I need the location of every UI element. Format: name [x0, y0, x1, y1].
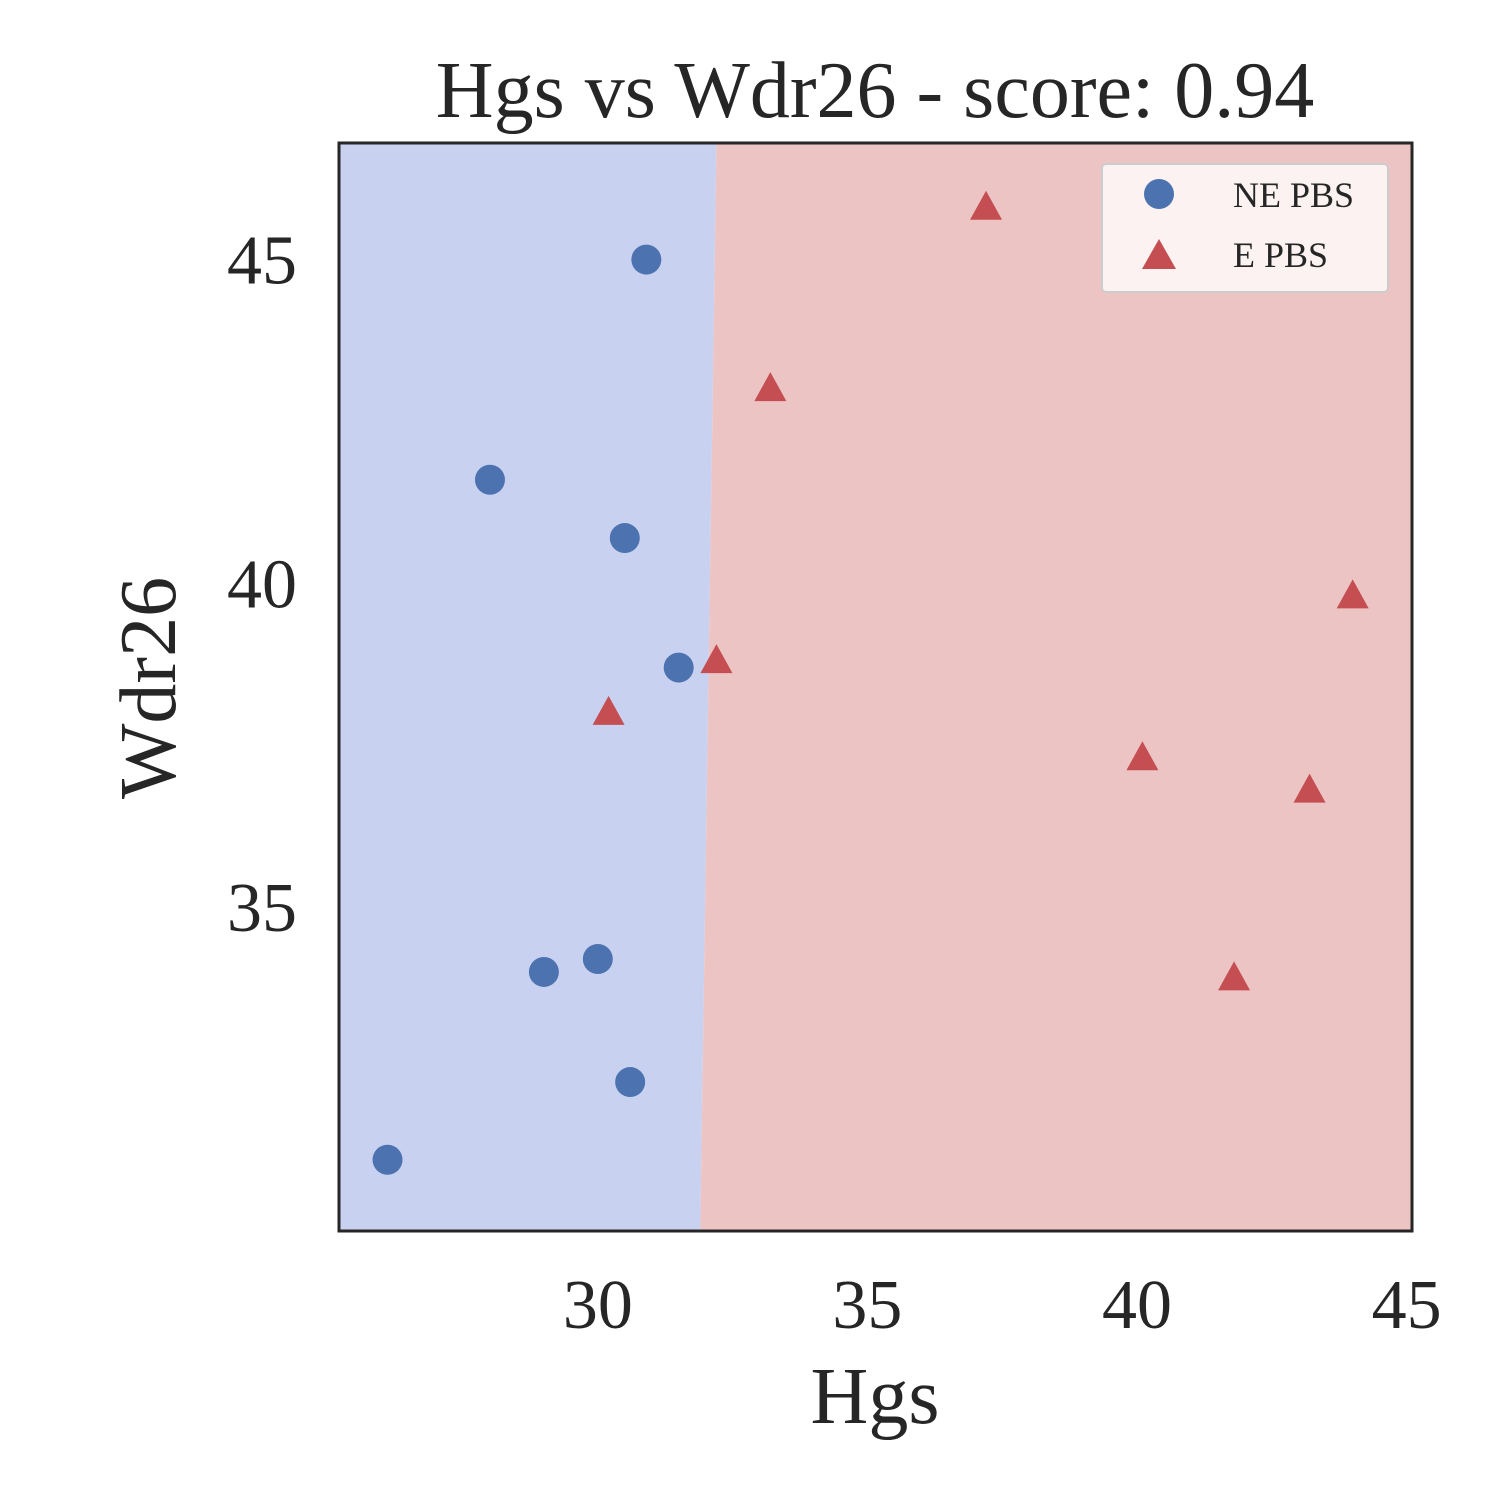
- e-pbs-point-2: [700, 644, 733, 674]
- e-pbs-point-6: [1293, 773, 1326, 803]
- x-tick-label-45: 45: [1372, 1267, 1442, 1344]
- e-pbs-point-7: [1218, 961, 1251, 991]
- x-tick-label-40: 40: [1102, 1267, 1172, 1344]
- e-pbs-point-3: [592, 695, 625, 725]
- chart-title: Hgs vs Wdr26 - score: 0.94: [436, 47, 1314, 135]
- x-tick-label-30: 30: [563, 1267, 633, 1344]
- ne-pbs-point-7: [372, 1144, 403, 1175]
- e-pbs-point-1: [754, 372, 787, 402]
- plot-frame: [337, 141, 1414, 1233]
- x-axis-label: Hgs: [811, 1353, 940, 1441]
- e-pbs-point-4: [1126, 741, 1159, 771]
- plot-area: [337, 141, 1414, 1233]
- ne-pbs-point-3: [663, 652, 694, 683]
- legend: NE PBS E PBS: [1101, 163, 1389, 293]
- e-pbs-point-0: [970, 190, 1003, 220]
- legend-label-e-pbs: E PBS: [1233, 235, 1328, 275]
- x-tick-label-35: 35: [832, 1267, 902, 1344]
- ne-pbs-point-4: [528, 956, 559, 987]
- data-points: [372, 190, 1369, 1175]
- legend-triangle-marker: [1142, 239, 1176, 269]
- ne-pbs-point-1: [474, 464, 505, 495]
- legend-label-ne-pbs: NE PBS: [1233, 175, 1354, 215]
- y-tick-label-45: 45: [227, 223, 297, 300]
- y-axis-label: Wdr26: [105, 577, 193, 799]
- y-tick-label-35: 35: [227, 870, 297, 947]
- y-tick-label-40: 40: [227, 546, 297, 623]
- ne-pbs-point-0: [631, 244, 662, 275]
- e-pbs-point-5: [1336, 579, 1369, 609]
- legend-circle-marker: [1144, 179, 1174, 209]
- ne-pbs-point-6: [615, 1067, 646, 1098]
- ne-pbs-point-5: [582, 944, 613, 974]
- y-axis-ticks: 35 40 45: [227, 223, 297, 948]
- x-axis-ticks: 30 35 40 45: [563, 1267, 1442, 1344]
- region-e-pbs: [700, 143, 1412, 1231]
- region-ne-pbs: [339, 143, 717, 1231]
- ne-pbs-point-2: [609, 523, 640, 554]
